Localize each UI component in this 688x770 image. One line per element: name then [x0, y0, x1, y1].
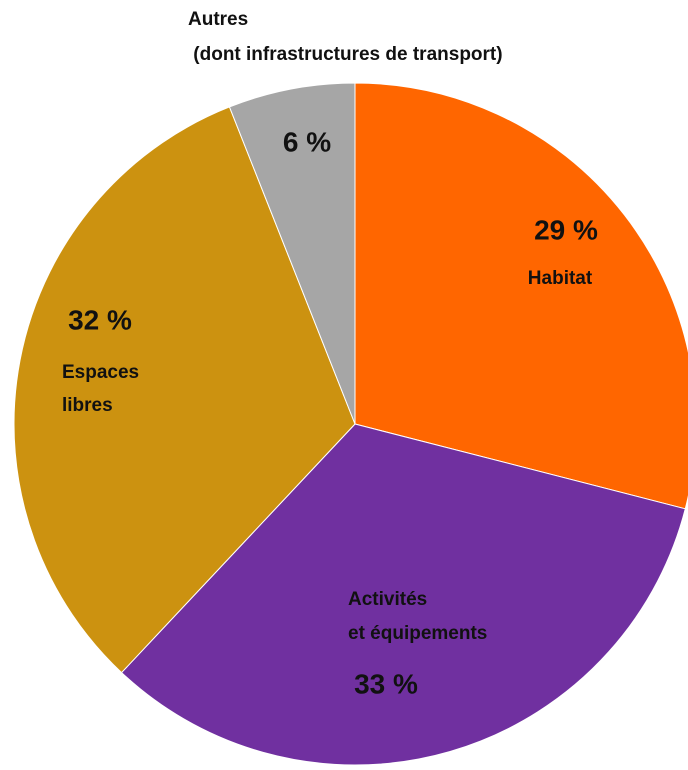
- pie-slice: [228, 82, 356, 425]
- value-label: 6 %: [283, 126, 331, 157]
- value-label: 29 %: [534, 214, 598, 245]
- pie-slice: [120, 423, 686, 766]
- slice-label: Activités et équipements: [348, 589, 487, 644]
- value-label: 33 %: [354, 668, 418, 699]
- pie-slice: [354, 82, 688, 510]
- slice-label: Habitat: [528, 268, 593, 289]
- pie-slice: [13, 106, 356, 674]
- value-label: 32 %: [68, 304, 132, 335]
- slice-label: Autres (dont infrastructures de transpor…: [188, 9, 503, 65]
- slice-label: Espaces libres: [62, 362, 139, 416]
